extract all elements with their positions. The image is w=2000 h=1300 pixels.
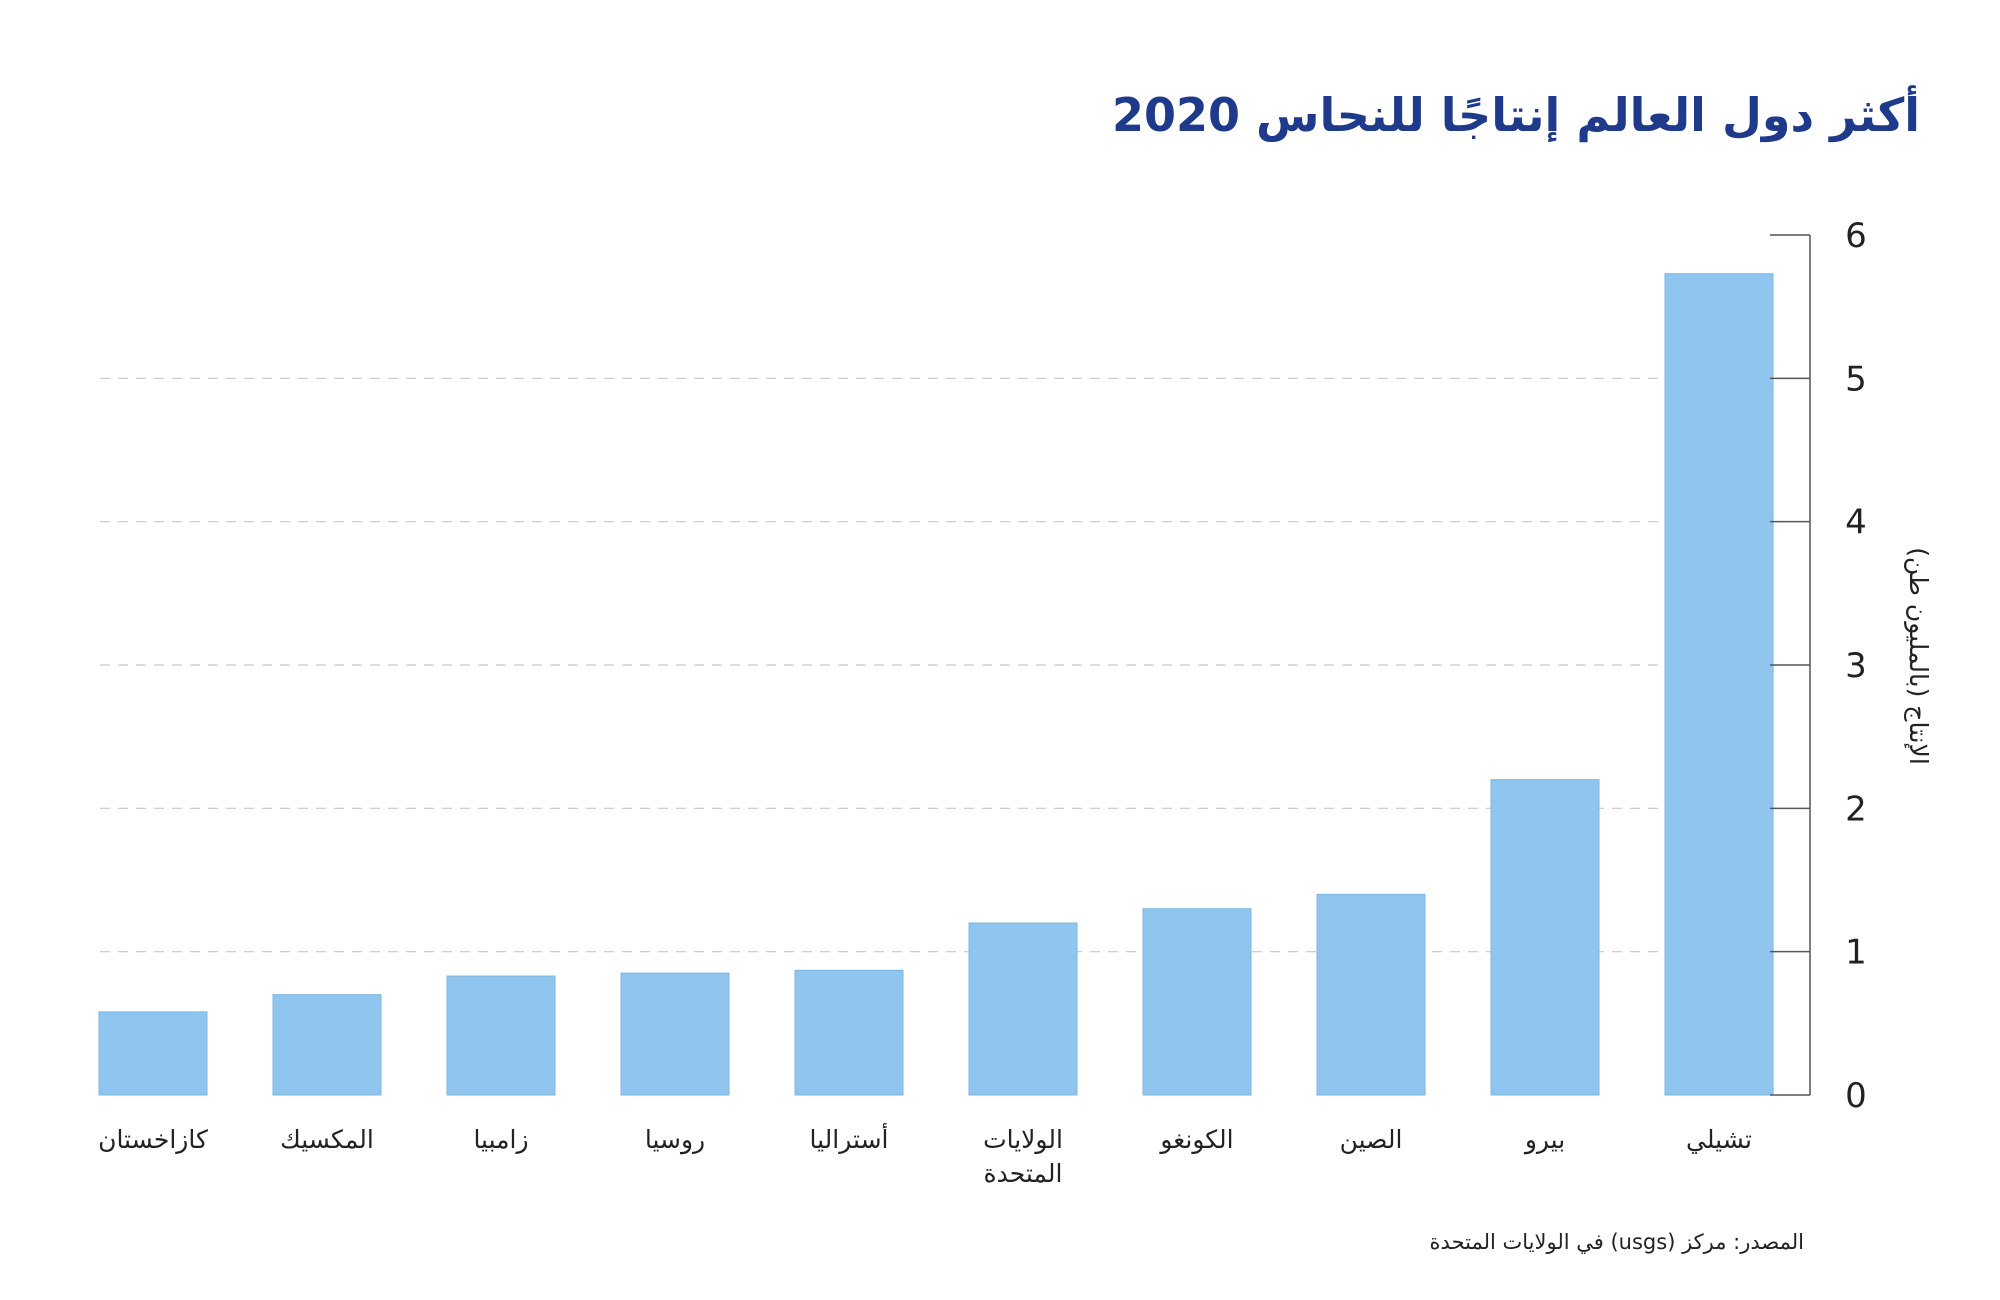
- bar: [272, 994, 382, 1096]
- chart-title: أكثر دول العالم إنتاجًا للنحاس 2020: [1112, 88, 1920, 142]
- x-tick-label: تشيلي: [1686, 1125, 1752, 1154]
- bar: [446, 975, 556, 1096]
- bar: [794, 969, 904, 1096]
- y-tick-label: 0: [1845, 1076, 1867, 1116]
- bar: [968, 922, 1078, 1096]
- y-tick-label: 3: [1845, 646, 1867, 686]
- x-tick-label: المكسيك: [280, 1125, 374, 1154]
- x-tick-label-line: روسيا: [645, 1125, 705, 1155]
- y-tick-label: 1: [1845, 933, 1867, 973]
- y-axis: 0 1 2 3 4 5 6: [1770, 216, 1867, 1116]
- bar: [1316, 893, 1426, 1096]
- x-tick-label-line: زامبيا: [473, 1125, 528, 1154]
- x-tick-label-line: الولايات: [983, 1125, 1063, 1154]
- y-tick-label: 6: [1845, 216, 1867, 256]
- y-tick-label: 2: [1845, 789, 1867, 829]
- x-tick-label: كازاخستان: [98, 1125, 208, 1154]
- bar: [620, 972, 730, 1096]
- x-tick-label: أستراليا: [810, 1122, 889, 1154]
- x-tick-label: روسيا: [645, 1125, 705, 1155]
- y-tick-label: 4: [1845, 503, 1867, 543]
- x-tick-label: زامبيا: [473, 1125, 528, 1154]
- x-tick-label-line: كازاخستان: [98, 1125, 208, 1154]
- x-tick-label-line: بيرو: [1523, 1125, 1565, 1155]
- x-tick-label-line: تشيلي: [1686, 1125, 1752, 1154]
- x-tick-labels: كازاخستان المكسيك زامبيا روسيا أستراليا الولا…: [98, 1122, 1752, 1188]
- x-tick-label-line: المكسيك: [280, 1125, 374, 1154]
- source-note: المصدر: مركز (usgs) في الولايات المتحدة: [1429, 1230, 1804, 1254]
- bar: [1490, 779, 1600, 1096]
- x-tick-label-line: أستراليا: [810, 1122, 889, 1154]
- x-tick-label: بيرو: [1523, 1125, 1565, 1155]
- bar: [1664, 273, 1774, 1096]
- x-tick-label-line: المتحدة: [984, 1159, 1063, 1188]
- bar: [98, 1011, 208, 1096]
- x-tick-label: الصين: [1340, 1125, 1403, 1154]
- bars: [98, 273, 1774, 1096]
- x-tick-label-line: الكونغو: [1158, 1125, 1233, 1154]
- bar: [1142, 908, 1252, 1096]
- x-tick-label-line: الصين: [1340, 1125, 1403, 1154]
- x-tick-label: الكونغو: [1158, 1125, 1233, 1154]
- y-tick-label: 5: [1845, 359, 1867, 399]
- x-tick-label: الولايات المتحدة: [983, 1125, 1063, 1188]
- y-axis-label: الإنتاج (بالمليون طن): [1903, 547, 1933, 765]
